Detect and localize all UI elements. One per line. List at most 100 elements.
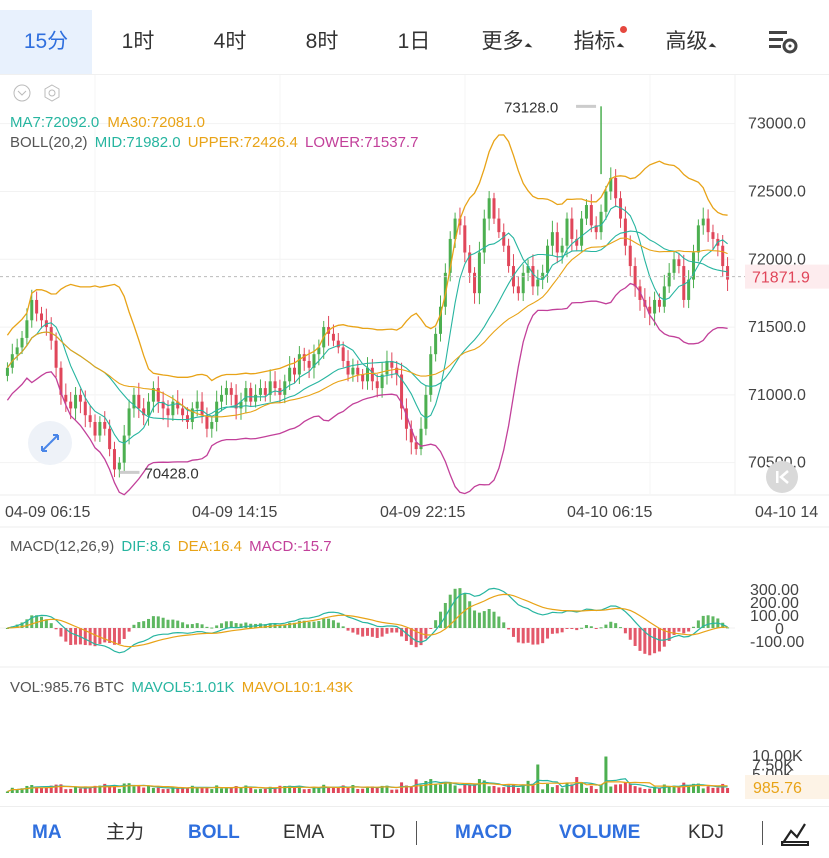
chart-settings-button[interactable] [760,18,804,62]
macd-bar [161,617,165,628]
macd-bar [370,628,374,637]
jump-to-latest-button[interactable] [766,461,798,493]
candle-body [249,388,253,402]
volume-bar [687,785,691,793]
ma7-line [6,205,728,444]
tab-label: 4时 [213,30,247,53]
macd-dif-line [7,587,728,654]
candle-body [49,327,53,341]
macd-y-tick: 300.00 [750,582,799,599]
volume-bar [64,789,68,793]
macd-bar [619,627,623,629]
tab-3[interactable]: 8时 [276,10,368,74]
volume-bar [25,785,29,793]
indicator-tab-ma[interactable]: MA [32,822,62,843]
boll-label: BOLL(20,2) [10,134,88,151]
volume-bar [35,786,39,793]
indicator-bar: MA 主力 BOLL EMA TD MACD VOLUME KDJ [0,806,829,858]
macd-bar [20,622,24,628]
volume-bar [711,787,715,793]
macd-bar [390,628,394,633]
candle-body [395,367,399,375]
dropdown-caret-icon [524,43,532,51]
volume-bar [59,784,63,793]
macd-bar [244,622,248,628]
indicator-tab-boll[interactable]: BOLL [188,822,240,843]
kline-chart[interactable]: 73000.072500.072000.071500.071000.070500… [0,75,829,806]
volume-bar [429,779,433,793]
indicator-tab-ema[interactable]: EMA [283,822,325,843]
macd-bar [293,622,297,628]
macd-bar [30,615,34,628]
macd-bar [648,628,652,656]
tab-2[interactable]: 4时 [184,10,276,74]
macd-bar [633,628,637,646]
volume-bar [458,788,462,793]
candle-body [701,218,705,226]
volume-bar [453,785,457,793]
macd-bar [331,620,335,628]
candle-body [696,225,700,253]
mavol10-line [7,781,728,793]
macd-label: MACD(12,26,9) [10,538,115,555]
macd-bar [112,628,116,645]
candle-body [307,360,311,368]
ma7-value: MA7:72092.0 [10,114,100,131]
candle-body [346,360,350,375]
candle-body [341,347,345,361]
volume-bar [589,785,593,793]
volume-bar [619,784,623,793]
volume-bar [643,789,647,793]
volume-bar [112,785,116,793]
volume-bar [254,789,258,793]
volume-bar [5,791,9,793]
tab-5[interactable]: 更多 [460,10,552,74]
volume-bar [409,786,413,793]
tab-4[interactable]: 1日 [368,10,460,74]
indicator-tab-td[interactable]: TD [370,822,396,843]
volume-bar [351,785,355,793]
tab-1[interactable]: 1时 [92,10,184,74]
indicator-tab-主力[interactable]: 主力 [106,822,145,843]
indicator-tab-kdj[interactable]: KDJ [688,822,724,843]
macd-bar [336,622,340,628]
volume-bar [511,784,515,793]
y-tick-label: 71500.0 [748,319,806,336]
volume-bar [716,787,720,793]
macd-bar [691,626,696,628]
macd-bar [88,628,92,646]
candle-body [453,218,457,239]
macd-bar [263,624,267,628]
draw-tool-icon[interactable] [778,816,812,850]
macd-bar [521,628,525,644]
volume-bar [30,785,34,793]
volume-bar [531,783,535,793]
volume-bar [205,787,209,793]
candle-body [35,299,39,314]
tab-0[interactable]: 15分 [0,10,92,74]
tab-7[interactable]: 高级 [644,10,736,74]
volume-bar [69,788,73,793]
indicator-tab-volume[interactable]: VOLUME [559,822,641,843]
macd-bar [64,628,68,642]
macd-bar [667,628,671,641]
macd-legend: MACD(12,26,9) DIF:8.6 DEA:16.4 MACD:-15.… [10,538,332,555]
indicator-tab-macd[interactable]: MACD [455,822,512,843]
x-tick-label: 04-09 22:15 [380,504,466,521]
candle-body [550,232,554,246]
volume-bar [297,786,301,793]
macd-bar [147,618,151,628]
macd-bar [395,628,399,633]
candle-body [20,337,24,348]
macd-bar [541,628,545,644]
macd-bar [278,625,282,628]
volume-bar [657,788,661,793]
candle-body [662,286,666,307]
boll-upper-line [6,134,728,382]
volume-bar [599,785,603,793]
volume-bar [560,788,564,793]
fullscreen-button[interactable] [28,421,72,465]
candle-body [268,381,272,395]
tab-6[interactable]: 指标 [552,10,644,74]
volume-bar [604,756,608,793]
